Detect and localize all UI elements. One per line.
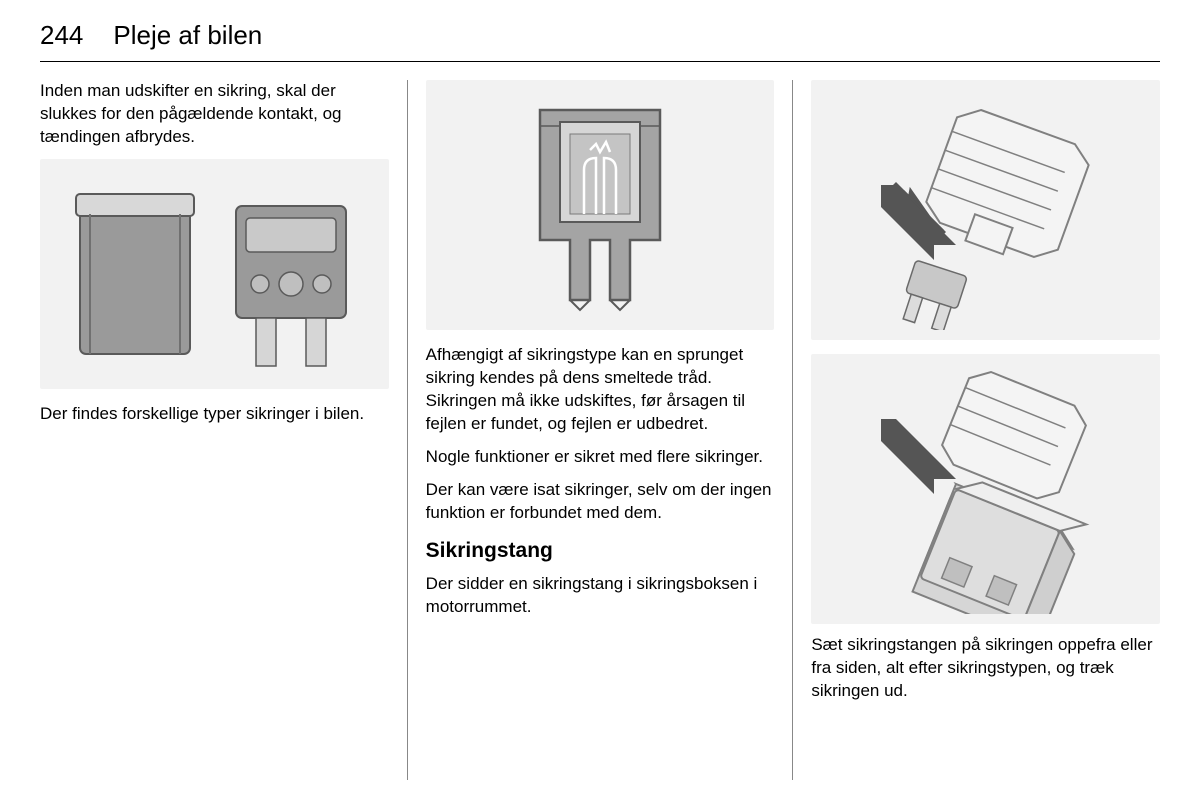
figure-puller-side xyxy=(811,354,1160,624)
col1-paragraph-1: Inden man udskifter en sikring, skal der… xyxy=(40,80,389,149)
col2-paragraph-4: Der sidder en sikringstang i sikringsbok… xyxy=(426,573,775,619)
page-title: Pleje af bilen xyxy=(113,20,262,51)
column-3: Sæt sikringstangen på sikringen oppefra … xyxy=(793,80,1160,780)
col2-paragraph-3: Der kan være isat sikringer, selv om der… xyxy=(426,479,775,525)
col2-heading-sikringstang: Sikringstang xyxy=(426,537,775,565)
figure-blown-fuse xyxy=(426,80,775,330)
page-header: 244 Pleje af bilen xyxy=(40,20,1160,62)
column-2: Afhængigt af sikringstype kan en sprunge… xyxy=(408,80,794,780)
page-number: 244 xyxy=(40,20,83,51)
fuse-types-icon xyxy=(60,174,360,374)
col1-paragraph-2: Der findes forskellige typer sikringer i… xyxy=(40,403,389,426)
col3-paragraph-1: Sæt sikringstangen på sikringen oppefra … xyxy=(811,634,1160,703)
figure-puller-top xyxy=(811,80,1160,340)
fuse-puller-side-icon xyxy=(826,364,1146,614)
content-columns: Inden man udskifter en sikring, skal der… xyxy=(40,80,1160,780)
column-1: Inden man udskifter en sikring, skal der… xyxy=(40,80,408,780)
figure-fuse-types xyxy=(40,159,389,389)
col2-paragraph-2: Nogle funktioner er sikret med flere sik… xyxy=(426,446,775,469)
col2-paragraph-1: Afhængigt af sikringstype kan en sprunge… xyxy=(426,344,775,436)
fuse-puller-top-icon xyxy=(826,90,1146,330)
blown-fuse-icon xyxy=(500,90,700,320)
